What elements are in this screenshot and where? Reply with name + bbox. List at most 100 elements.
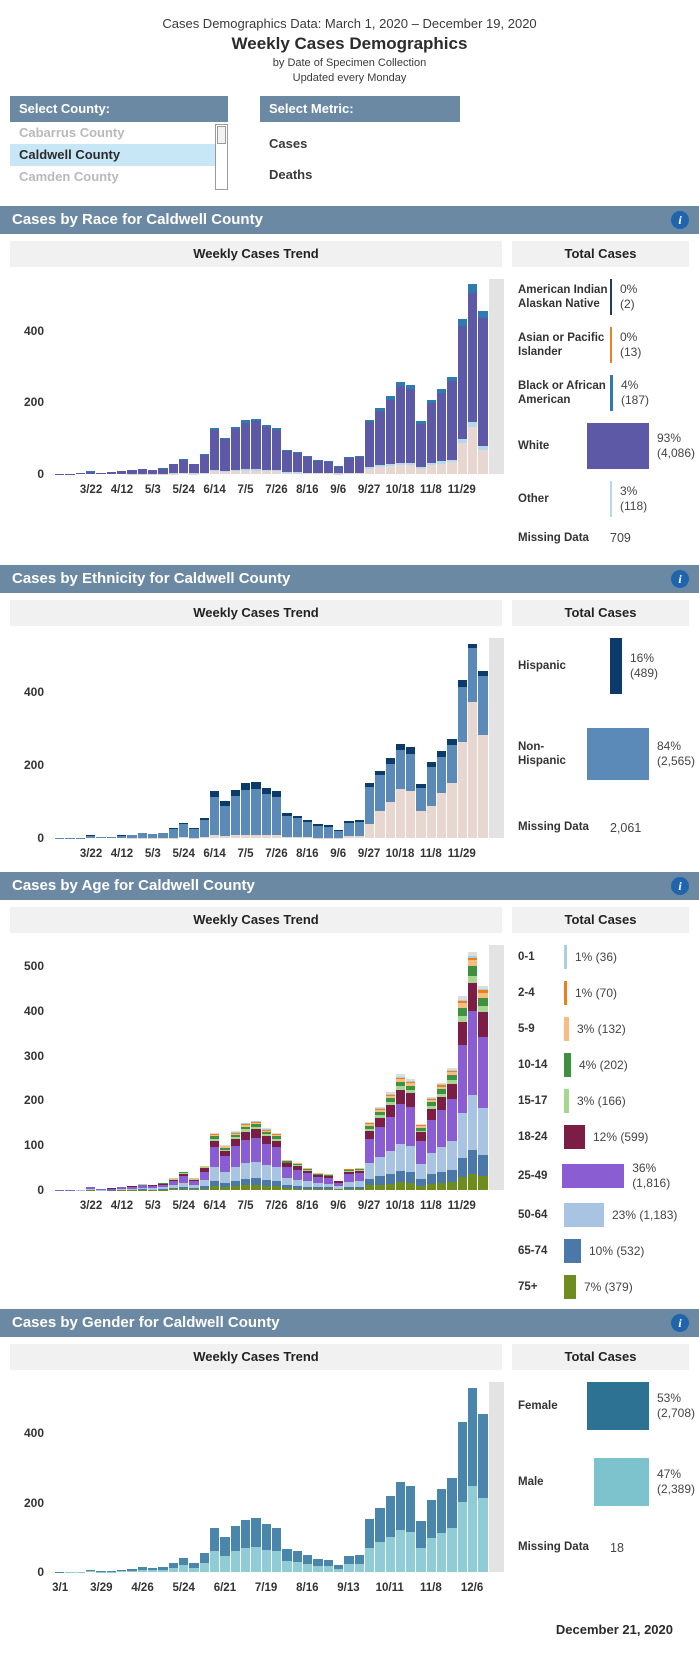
- bar-column[interactable]: [138, 469, 147, 474]
- bar-column[interactable]: [416, 784, 425, 838]
- bar-column[interactable]: [386, 1496, 395, 1572]
- bar-column[interactable]: [220, 801, 229, 838]
- bar-column[interactable]: [437, 1083, 446, 1190]
- bar-column[interactable]: [107, 1571, 116, 1573]
- info-icon[interactable]: i: [671, 1314, 689, 1332]
- bar-column[interactable]: [303, 456, 312, 474]
- county-option[interactable]: Camden County: [10, 166, 228, 188]
- bar-column[interactable]: [375, 1508, 384, 1572]
- bar-column[interactable]: [200, 1166, 209, 1191]
- bar-column[interactable]: [396, 1074, 405, 1190]
- info-icon[interactable]: i: [671, 211, 689, 229]
- bar-column[interactable]: [458, 319, 467, 474]
- bar-column[interactable]: [117, 835, 126, 838]
- bar-column[interactable]: [117, 1187, 126, 1191]
- bar-column[interactable]: [313, 460, 322, 474]
- bar-column[interactable]: [344, 821, 353, 839]
- bar-column[interactable]: [478, 671, 487, 838]
- bar-column[interactable]: [447, 1478, 456, 1573]
- bar-column[interactable]: [148, 834, 157, 838]
- bar-column[interactable]: [324, 1560, 333, 1573]
- bar-column[interactable]: [127, 1186, 136, 1190]
- bar-column[interactable]: [375, 408, 384, 474]
- bar-column[interactable]: [396, 1482, 405, 1572]
- bar-column[interactable]: [437, 751, 446, 838]
- bar-column[interactable]: [189, 1563, 198, 1573]
- bar-column[interactable]: [313, 824, 322, 838]
- bar-column[interactable]: [272, 428, 281, 474]
- bar-column[interactable]: [76, 838, 85, 839]
- bar-column[interactable]: [468, 644, 477, 838]
- bar-column[interactable]: [210, 428, 219, 474]
- bar-column[interactable]: [437, 389, 446, 474]
- bar-column[interactable]: [447, 1068, 456, 1190]
- bar-column[interactable]: [293, 1163, 302, 1191]
- bar-column[interactable]: [158, 833, 167, 839]
- bar-column[interactable]: [355, 456, 364, 474]
- bar-column[interactable]: [251, 782, 260, 839]
- bar-column[interactable]: [138, 833, 147, 838]
- bar-column[interactable]: [334, 466, 343, 474]
- bar-column[interactable]: [76, 1190, 85, 1191]
- bar-column[interactable]: [334, 1565, 343, 1573]
- bar-column[interactable]: [458, 680, 467, 839]
- county-list-scrollbar[interactable]: [215, 124, 228, 190]
- bar-column[interactable]: [375, 771, 384, 839]
- bar-column[interactable]: [293, 816, 302, 839]
- bar-column[interactable]: [127, 835, 136, 839]
- bar-column[interactable]: [282, 813, 291, 838]
- bar-column[interactable]: [96, 1189, 105, 1190]
- bar-column[interactable]: [262, 788, 271, 839]
- bar-column[interactable]: [76, 1572, 85, 1573]
- bar-column[interactable]: [406, 385, 415, 474]
- bar-column[interactable]: [468, 1388, 477, 1573]
- bar-column[interactable]: [478, 1414, 487, 1573]
- bar-column[interactable]: [416, 421, 425, 474]
- bar-column[interactable]: [344, 1169, 353, 1190]
- bar-column[interactable]: [478, 986, 487, 1190]
- bar-column[interactable]: [396, 382, 405, 474]
- county-option[interactable]: Cabarrus County: [10, 122, 228, 144]
- bar-column[interactable]: [251, 1518, 260, 1572]
- bar-column[interactable]: [262, 425, 271, 474]
- bar-column[interactable]: [200, 818, 209, 838]
- bar-column[interactable]: [365, 420, 374, 474]
- bar-column[interactable]: [386, 1092, 395, 1190]
- bar-column[interactable]: [189, 828, 198, 838]
- bar-column[interactable]: [324, 825, 333, 838]
- bar-column[interactable]: [96, 837, 105, 838]
- bar-column[interactable]: [189, 1178, 198, 1191]
- bar-column[interactable]: [220, 1145, 229, 1191]
- bar-column[interactable]: [344, 1556, 353, 1573]
- bar-column[interactable]: [427, 1097, 436, 1190]
- bar-column[interactable]: [86, 1187, 95, 1191]
- bar-column[interactable]: [127, 470, 136, 474]
- metric-option[interactable]: Deaths: [269, 167, 460, 182]
- bar-column[interactable]: [458, 1422, 467, 1573]
- bar-column[interactable]: [282, 1160, 291, 1191]
- bar-column[interactable]: [416, 1521, 425, 1573]
- bar-column[interactable]: [231, 427, 240, 474]
- bar-column[interactable]: [262, 1524, 271, 1572]
- bar-column[interactable]: [303, 1555, 312, 1572]
- bar-column[interactable]: [447, 739, 456, 839]
- bar-column[interactable]: [107, 472, 116, 474]
- bar-column[interactable]: [148, 1568, 157, 1572]
- bar-column[interactable]: [189, 464, 198, 474]
- bar-column[interactable]: [334, 830, 343, 838]
- bar-column[interactable]: [262, 1128, 271, 1190]
- bar-column[interactable]: [158, 468, 167, 474]
